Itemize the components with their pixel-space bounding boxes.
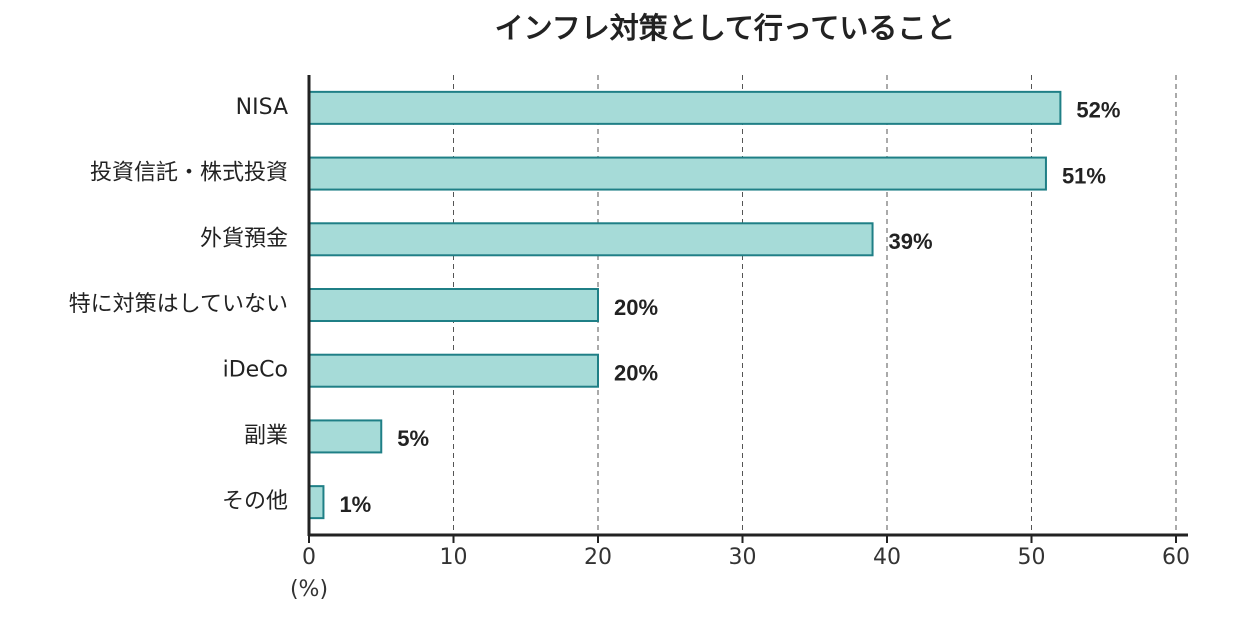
y-tick-label: 投資信託・株式投資 bbox=[90, 161, 288, 186]
y-tick-label: 特に対策はしていない bbox=[69, 292, 288, 317]
value-label: 5% bbox=[397, 426, 429, 451]
x-axis-label: (%) bbox=[290, 577, 328, 602]
y-tick-label: 外貨預金 bbox=[200, 226, 288, 251]
x-tick-label: 30 bbox=[729, 545, 757, 570]
x-tick-label: 50 bbox=[1018, 545, 1046, 570]
bar bbox=[308, 485, 325, 520]
x-tick-label: 10 bbox=[440, 545, 468, 570]
bar bbox=[308, 288, 599, 322]
x-tick-label: 40 bbox=[873, 545, 901, 570]
x-tick-label: 60 bbox=[1162, 545, 1190, 570]
bar bbox=[308, 222, 874, 257]
chart-title: インフレ対策として行っていること bbox=[495, 11, 956, 45]
value-label: 39% bbox=[889, 229, 933, 254]
bar bbox=[308, 419, 383, 454]
x-tick-label: 20 bbox=[584, 545, 612, 570]
value-label: 1% bbox=[339, 492, 371, 517]
y-tick-label: iDeCo bbox=[223, 358, 288, 383]
value-label: 20% bbox=[614, 295, 658, 320]
value-label: 51% bbox=[1062, 163, 1106, 188]
y-tick-label: その他 bbox=[222, 489, 288, 514]
value-label: 52% bbox=[1076, 98, 1120, 123]
y-tick-label: NISA bbox=[236, 95, 288, 120]
bar bbox=[308, 90, 1062, 125]
x-tick-label: 0 bbox=[302, 545, 316, 570]
value-label: 20% bbox=[614, 361, 658, 386]
bar bbox=[308, 156, 1047, 191]
y-tick-label: 副業 bbox=[244, 423, 288, 448]
bar bbox=[308, 353, 599, 388]
